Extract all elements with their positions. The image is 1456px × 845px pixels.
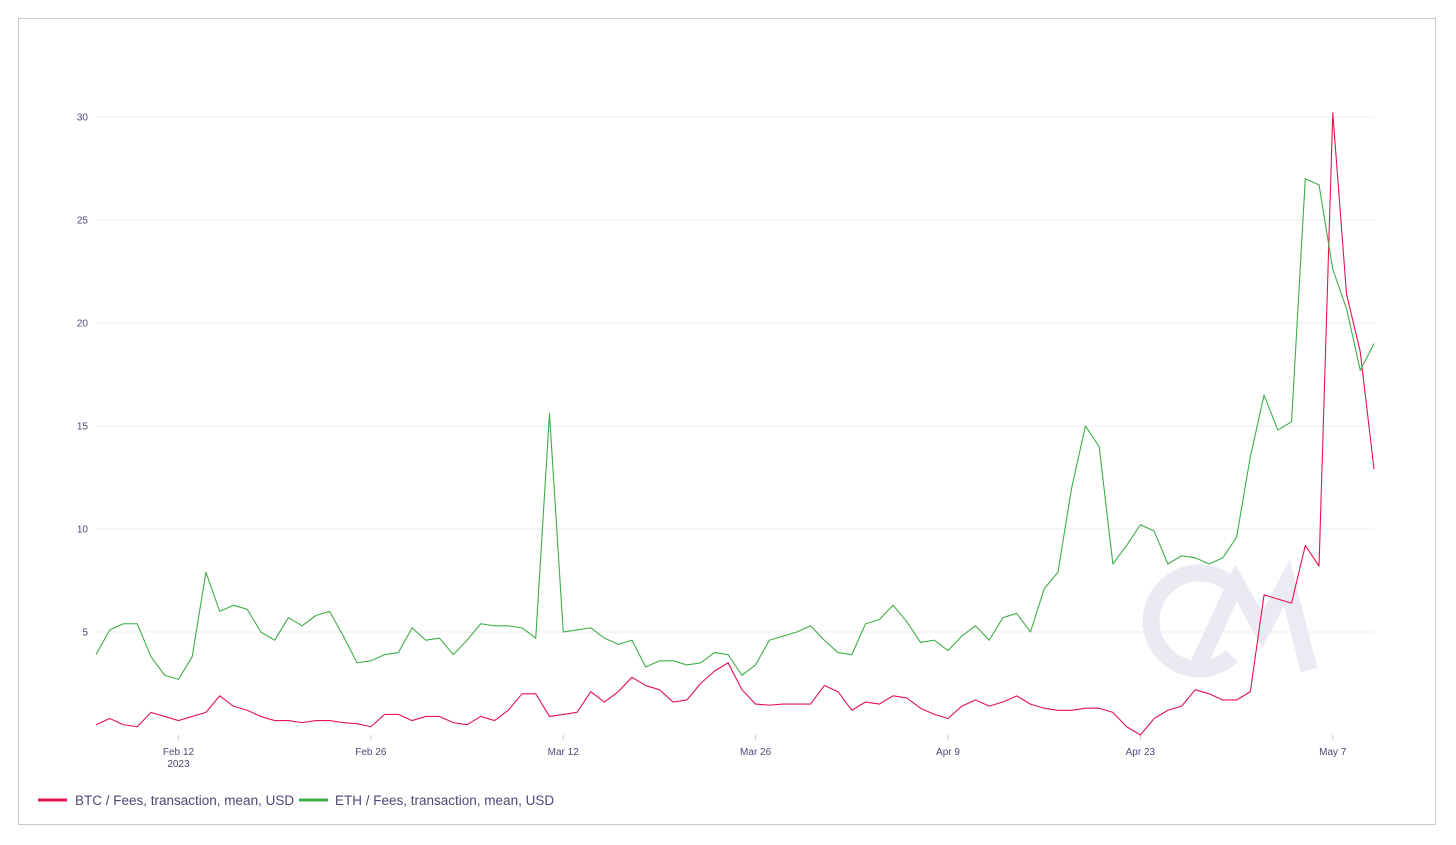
x-tick-label: Apr 9 — [936, 747, 960, 758]
legend-item-btc[interactable]: BTC / Fees, transaction, mean, USD — [38, 793, 294, 808]
x-tick-sublabel: 2023 — [167, 759, 190, 770]
y-tick-label: 25 — [77, 215, 89, 226]
x-tick-label: Feb 26 — [355, 747, 387, 758]
x-tick-label: Apr 23 — [1126, 747, 1156, 758]
legend-item-eth[interactable]: ETH / Fees, transaction, mean, USD — [299, 793, 554, 808]
x-tick-label: May 7 — [1319, 747, 1347, 758]
series-line-btc — [95, 112, 1375, 736]
x-tick-label: Feb 12 — [163, 747, 195, 758]
y-axis-ticks: 5 10 15 20 25 30 — [77, 112, 89, 638]
grid-lines — [96, 116, 1374, 633]
cm-watermark-logo — [1142, 559, 1318, 678]
y-tick-label: 30 — [77, 112, 89, 123]
series-line-eth — [95, 178, 1375, 680]
y-tick-label: 20 — [77, 318, 89, 329]
legend-label-btc: BTC / Fees, transaction, mean, USD — [75, 793, 294, 808]
x-tick-label: Mar 12 — [548, 747, 580, 758]
x-tick-label: Mar 26 — [740, 747, 772, 758]
y-tick-label: 15 — [77, 421, 89, 432]
legend: BTC / Fees, transaction, mean, USD ETH /… — [38, 793, 554, 808]
y-tick-label: 10 — [77, 524, 89, 535]
legend-label-eth: ETH / Fees, transaction, mean, USD — [335, 793, 554, 808]
y-tick-label: 5 — [82, 627, 88, 638]
series-lines — [95, 112, 1375, 736]
